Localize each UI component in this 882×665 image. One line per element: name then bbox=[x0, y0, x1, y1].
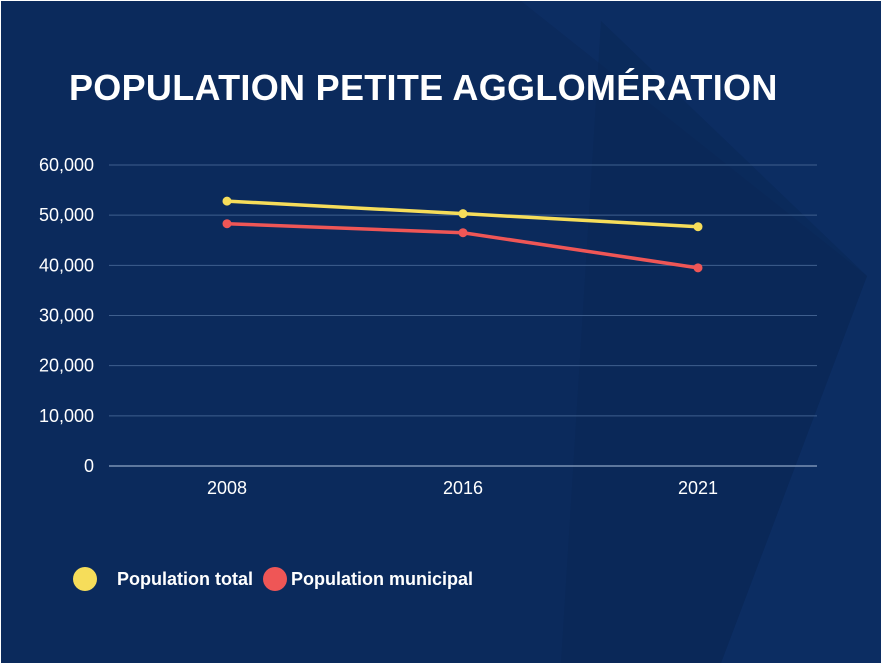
data-point-municipal bbox=[693, 263, 703, 273]
legend-item-total: Population total bbox=[73, 567, 253, 591]
y-tick-label: 40,000 bbox=[39, 255, 94, 275]
x-tick-label: 2008 bbox=[207, 478, 247, 498]
legend-marker-municipal bbox=[262, 567, 287, 591]
y-tick-label: 10,000 bbox=[39, 406, 94, 426]
data-point-total bbox=[222, 196, 232, 206]
legend-label-municipal: Population municipal bbox=[290, 568, 473, 589]
x-axis: 2008 2016 2021 bbox=[207, 478, 718, 498]
series-lines bbox=[222, 196, 703, 273]
legend: Population total Population municipal bbox=[73, 567, 485, 591]
data-point-municipal bbox=[222, 219, 232, 229]
y-tick-label: 20,000 bbox=[39, 356, 94, 376]
legend-item-municipal: Population municipal bbox=[262, 567, 473, 591]
y-tick-label: 0 bbox=[84, 456, 94, 476]
data-point-total bbox=[458, 209, 468, 219]
y-tick-label: 60,000 bbox=[39, 155, 94, 175]
legend-marker-total bbox=[73, 567, 97, 591]
y-tick-label: 30,000 bbox=[39, 306, 94, 326]
data-point-total bbox=[693, 222, 703, 232]
y-tick-label: 50,000 bbox=[39, 205, 94, 225]
y-axis: 0 10,000 20,000 30,000 40,000 50,000 60,000 bbox=[39, 155, 94, 476]
data-point-municipal bbox=[458, 228, 468, 238]
x-tick-label: 2021 bbox=[678, 478, 718, 498]
x-tick-label: 2016 bbox=[443, 478, 483, 498]
chart-title: POPULATION PETITE AGGLOMÉRATION bbox=[69, 67, 778, 108]
legend-label-total: Population total bbox=[117, 568, 253, 589]
